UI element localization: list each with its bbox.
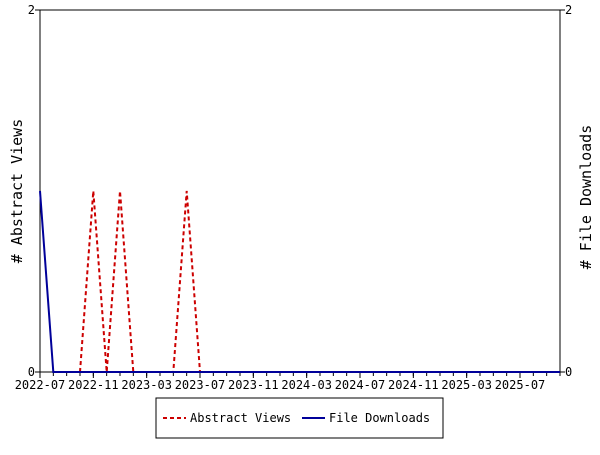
x-tick-label: 2022-07 [15,378,66,392]
x-tick-label: 2023-03 [121,378,172,392]
y-left-axis-title: # Abstract Views [8,119,26,264]
y-left-tick-label: 0 [28,365,35,379]
x-tick-label: 2025-03 [441,378,492,392]
x-tick-label: 2024-07 [335,378,386,392]
x-tick-label: 2023-11 [228,378,279,392]
x-tick-label: 2023-07 [175,378,226,392]
y-right-axis-title: # File Downloads [577,125,595,270]
y-left-tick-label: 2 [28,3,35,17]
x-tick-label: 2024-11 [388,378,439,392]
series-line-file-downloads [39,190,560,373]
series-line-abstract-views [79,190,560,373]
x-tick-label: 2022-11 [68,378,119,392]
y-right-tick-label: 0 [565,365,572,379]
legend-label-abstract-views: Abstract Views [190,411,291,425]
legend-label-file-downloads: File Downloads [329,411,430,425]
legend-box [155,397,444,439]
x-tick-label: 2024-03 [281,378,332,392]
y-right-tick-label: 2 [565,3,572,17]
plot-frame [39,9,561,373]
legend: Abstract Views File Downloads [155,397,444,439]
x-tick-label: 2025-07 [495,378,546,392]
